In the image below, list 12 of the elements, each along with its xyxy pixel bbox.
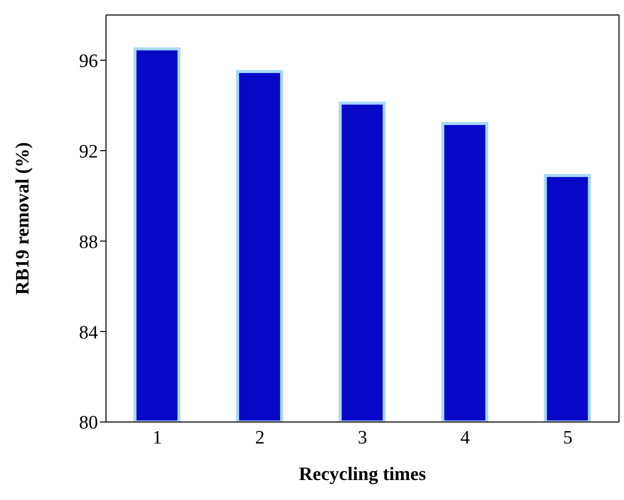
x-tick-label: 1: [152, 427, 162, 448]
y-tick-label: 80: [79, 412, 98, 434]
x-tick-label: 4: [460, 427, 470, 448]
x-tick-label: 5: [562, 427, 572, 448]
y-tick-label: 84: [79, 322, 98, 344]
y-tick-label: 88: [79, 232, 98, 253]
y-tick-label: 96: [79, 50, 98, 72]
x-tick-label: 3: [358, 427, 368, 448]
x-axis-title: Recycling times: [298, 464, 426, 485]
y-tick-label: 92: [79, 141, 98, 162]
y-axis-title: RB19 removal (%): [12, 142, 34, 295]
x-tick-label: 2: [255, 427, 265, 448]
